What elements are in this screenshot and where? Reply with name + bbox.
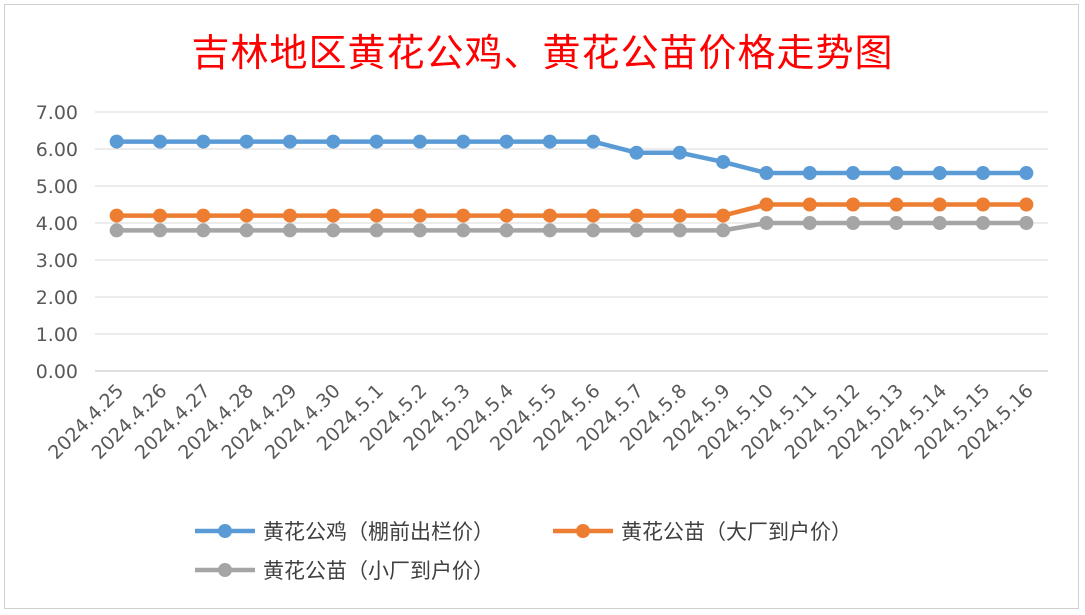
data-point (759, 197, 774, 212)
y-tick-label: 6.00 (36, 139, 78, 161)
legend-marker (218, 563, 232, 577)
legend-label: 黄花公苗（小厂到户价） (263, 559, 494, 583)
data-point (1019, 166, 1034, 181)
data-point (152, 134, 167, 149)
data-point (889, 216, 904, 230)
data-point (586, 134, 601, 149)
legend-marker (576, 524, 590, 538)
x-axis-ticks: 2024.4.252024.4.262024.4.272024.4.282024… (44, 380, 1038, 464)
data-point (716, 223, 731, 238)
data-point (586, 223, 601, 238)
data-point (369, 208, 384, 223)
data-point (846, 216, 861, 230)
data-point (152, 223, 167, 238)
data-point (282, 223, 297, 238)
data-point (499, 223, 514, 238)
legend-item-3: 黄花公苗（小厂到户价） (195, 559, 494, 583)
data-point (326, 134, 341, 149)
data-point (369, 134, 384, 149)
data-point (499, 208, 514, 223)
data-point (672, 223, 687, 238)
data-point (629, 208, 644, 223)
data-point (716, 208, 731, 223)
data-point (759, 166, 774, 181)
data-point (196, 208, 211, 223)
series-line (116, 220, 1027, 233)
y-tick-label: 1.00 (36, 324, 78, 346)
legend-label: 黄花公鸡（棚前出栏价） (263, 520, 494, 544)
data-point (542, 208, 557, 223)
series-line (116, 139, 1027, 176)
data-point (716, 154, 731, 169)
data-point (586, 208, 601, 223)
data-point (109, 223, 124, 238)
data-point (802, 216, 817, 230)
data-point (196, 134, 211, 149)
legend-item-2: 黄花公苗（大厂到户价） (553, 520, 852, 544)
grid-layer (95, 111, 1048, 372)
legend-label: 黄花公苗（大厂到户价） (621, 520, 852, 544)
data-point (629, 223, 644, 238)
legend-marker (218, 524, 232, 538)
data-point (759, 216, 774, 230)
data-point (239, 223, 254, 238)
data-point (456, 134, 471, 149)
legend-item-1: 黄花公鸡（棚前出栏价） (195, 520, 494, 544)
y-axis-ticks: 0.00 1.00 2.00 3.00 4.00 5.00 6.00 7.00 (36, 102, 78, 383)
data-point (1019, 216, 1034, 230)
data-point (109, 208, 124, 223)
y-tick-label: 4.00 (36, 213, 78, 235)
y-tick-label: 7.00 (36, 102, 78, 124)
data-point (412, 223, 427, 238)
data-point (932, 197, 947, 212)
data-point (802, 197, 817, 212)
data-point (152, 208, 167, 223)
data-point (846, 197, 861, 212)
y-tick-label: 0.00 (36, 361, 78, 383)
data-point (542, 134, 557, 149)
data-point (196, 223, 211, 238)
series-2 (109, 197, 1034, 223)
data-point (499, 134, 514, 149)
data-point (976, 197, 991, 212)
chart-title: 吉林地区黄花公鸡、黄花公苗价格走势图 (191, 31, 894, 75)
data-point (239, 208, 254, 223)
data-point (672, 208, 687, 223)
data-point (326, 208, 341, 223)
data-point (889, 197, 904, 212)
y-tick-label: 5.00 (36, 176, 78, 198)
data-point (846, 166, 861, 181)
series-3 (109, 216, 1034, 238)
series-layer (109, 134, 1034, 238)
data-point (282, 134, 297, 149)
y-tick-label: 2.00 (36, 287, 78, 309)
data-point (889, 166, 904, 181)
series-line (116, 202, 1027, 218)
data-point (282, 208, 297, 223)
data-point (802, 166, 817, 181)
data-point (542, 223, 557, 238)
data-point (629, 145, 644, 160)
data-point (412, 208, 427, 223)
series-1 (109, 134, 1034, 181)
legend: 黄花公鸡（棚前出栏价） 黄花公苗（大厂到户价） 黄花公苗（小厂到户价） (195, 520, 852, 583)
data-point (976, 216, 991, 230)
data-point (456, 208, 471, 223)
data-point (109, 134, 124, 149)
data-point (932, 216, 947, 230)
data-point (1019, 197, 1034, 212)
data-point (326, 223, 341, 238)
data-point (412, 134, 427, 149)
chart-frame (4, 4, 1079, 609)
data-point (239, 134, 254, 149)
data-point (672, 145, 687, 160)
data-point (976, 166, 991, 181)
data-point (932, 166, 947, 181)
data-point (369, 223, 384, 238)
data-point (456, 223, 471, 238)
y-tick-label: 3.00 (36, 250, 78, 272)
